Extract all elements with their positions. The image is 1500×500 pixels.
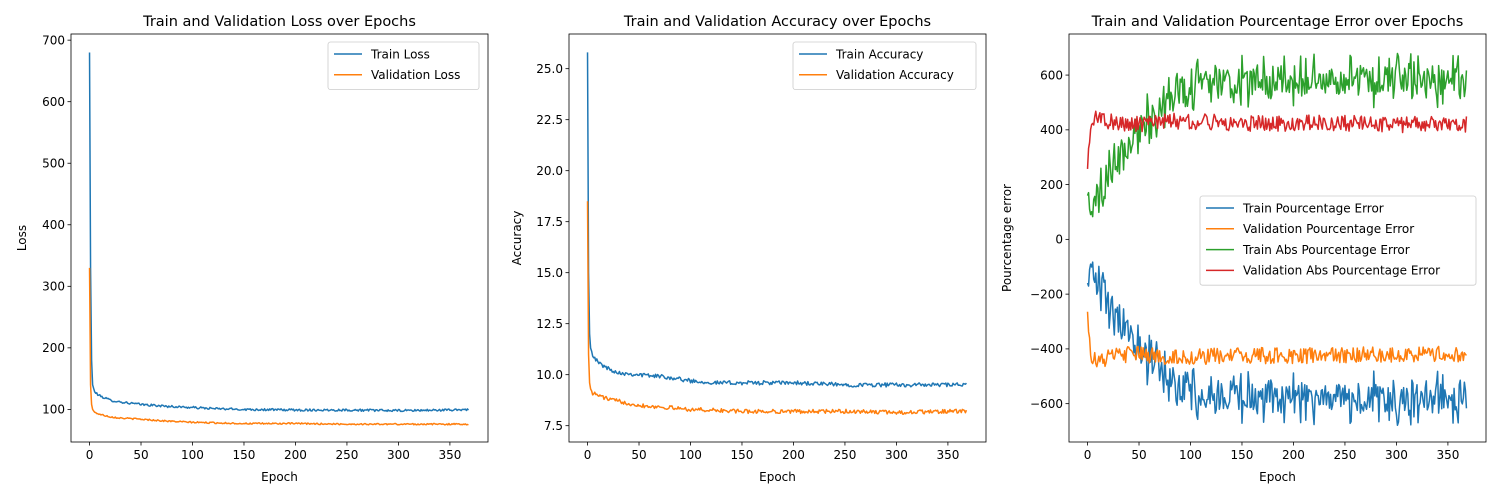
x-tick-label: 250: [833, 448, 856, 462]
x-tick-label: 100: [679, 448, 702, 462]
chart-panel-3: 0 50 100 150 200 250 300 350 −600 −400 −200 0 200 400…: [1000, 14, 1487, 484]
legend-box: [1199, 195, 1477, 286]
y-tick-label: 600: [42, 95, 65, 109]
series-line-validation-abs-pourcentage-error: [1086, 110, 1468, 169]
y-tick-label: −400: [1030, 342, 1063, 356]
axes-frame: [568, 33, 987, 443]
y-tick-label: 7.5: [544, 419, 563, 433]
x-tick-label: 100: [1179, 448, 1202, 462]
x-tick-label: 0: [1084, 448, 1092, 462]
legend-label: Train Abs Pourcentage Error: [1242, 243, 1410, 257]
x-tick-label: 50: [133, 448, 148, 462]
x-tick-label: 150: [233, 448, 256, 462]
y-tick-label: 600: [1040, 68, 1063, 82]
x-tick-label: 0: [86, 448, 94, 462]
x-tick-label: 50: [631, 448, 646, 462]
y-tick-label: 400: [1040, 123, 1063, 137]
x-tick-label: 250: [335, 448, 358, 462]
legend-box: [327, 41, 480, 90]
legend-box: [792, 41, 977, 90]
series-line-train-abs-pourcentage-error: [1086, 52, 1468, 218]
legend-label: Validation Abs Pourcentage Error: [1243, 264, 1440, 278]
series-line-train-loss: [88, 52, 470, 413]
x-axis-label: Epoch: [759, 470, 796, 484]
series-line-validation-accuracy: [586, 201, 968, 415]
x-tick-label: 350: [438, 448, 461, 462]
x-tick-label: 200: [782, 448, 805, 462]
chart-title: Train and Validation Pourcentage Error o…: [1091, 14, 1464, 30]
y-tick-label: 200: [1040, 178, 1063, 192]
x-tick-label: 150: [731, 448, 754, 462]
legend-label: Train Loss: [370, 47, 430, 61]
legend-label: Train Accuracy: [835, 47, 923, 61]
y-tick-label: 25.0: [536, 62, 563, 76]
y-tick-label: 200: [42, 341, 65, 355]
legend-label: Train Pourcentage Error: [1242, 201, 1384, 215]
x-tick-label: 0: [584, 448, 592, 462]
x-tick-label: 300: [1385, 448, 1408, 462]
y-tick-label: 17.5: [536, 215, 563, 229]
y-tick-label: 500: [42, 156, 65, 170]
y-tick-label: 12.5: [536, 317, 563, 331]
chart-panel-1: 0 50 100 150 200 250 300 350 100 200 300 400 500 600 7…: [15, 14, 489, 484]
y-axis-label: Loss: [15, 225, 29, 251]
series-line-validation-loss: [88, 267, 469, 426]
x-tick-label: 150: [1231, 448, 1254, 462]
series-line-train-pourcentage-error: [1086, 261, 1468, 427]
axes-frame: [1068, 33, 1487, 443]
y-tick-label: 100: [42, 403, 65, 417]
y-tick-label: 700: [42, 33, 65, 47]
chart-title: Train and Validation Loss over Epochs: [142, 14, 416, 30]
y-tick-label: −600: [1030, 397, 1063, 411]
y-axis-label: Pourcentage error: [1000, 184, 1014, 292]
y-axis-label: Accuracy: [510, 211, 524, 266]
y-tick-label: 22.5: [536, 113, 563, 127]
legend-label: Validation Accuracy: [836, 68, 954, 82]
y-tick-label: −200: [1030, 287, 1063, 301]
legend-label: Validation Loss: [371, 68, 460, 82]
legend-label: Validation Pourcentage Error: [1243, 222, 1414, 236]
x-tick-label: 300: [387, 448, 410, 462]
x-tick-label: 50: [1131, 448, 1146, 462]
series-line-train-accuracy: [586, 52, 967, 388]
x-axis-label: Epoch: [261, 470, 298, 484]
y-tick-label: 300: [42, 280, 65, 294]
y-tick-label: 10.0: [536, 368, 563, 382]
y-tick-label: 20.0: [536, 164, 563, 178]
x-tick-label: 100: [181, 448, 204, 462]
x-tick-label: 300: [885, 448, 908, 462]
chart-panel-2: 0 50 100 150 200 250 300 350 7.5 10.0 12.5 15.0 17.5…: [510, 14, 987, 484]
y-tick-label: 400: [42, 218, 65, 232]
chart-title: Train and Validation Accuracy over Epoch…: [623, 14, 931, 30]
x-tick-label: 200: [1282, 448, 1305, 462]
axes-frame: [70, 33, 489, 443]
y-tick-label: 0: [1055, 233, 1063, 247]
y-tick-label: 15.0: [536, 266, 563, 280]
x-tick-label: 350: [936, 448, 959, 462]
x-tick-label: 200: [284, 448, 307, 462]
x-tick-label: 250: [1333, 448, 1356, 462]
series-line-validation-pourcentage-error: [1086, 311, 1468, 368]
x-axis-label: Epoch: [1259, 470, 1296, 484]
x-tick-label: 350: [1436, 448, 1459, 462]
